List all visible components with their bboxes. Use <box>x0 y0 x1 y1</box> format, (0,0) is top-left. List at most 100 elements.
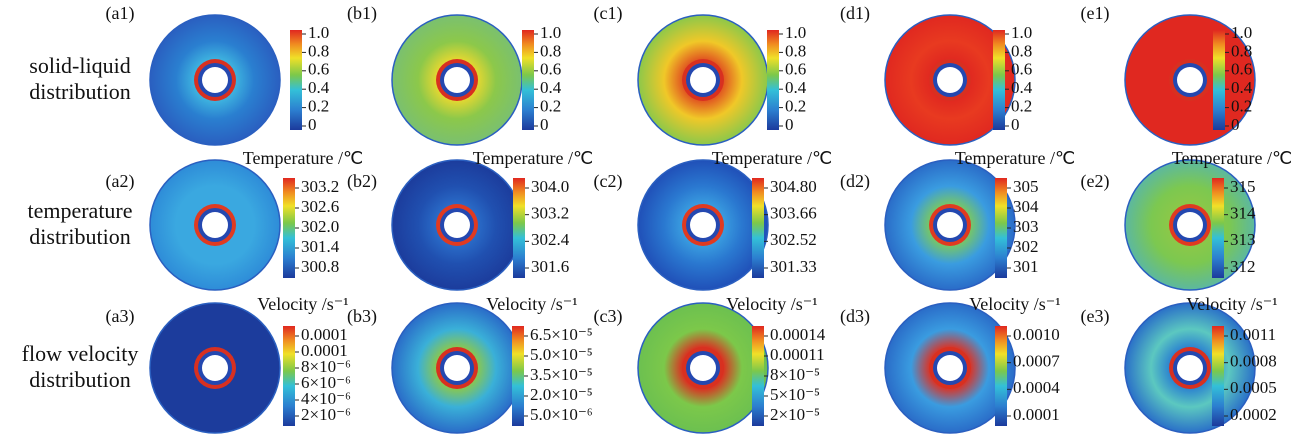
panel-label: (c1) <box>594 3 623 24</box>
panel-label: (d3) <box>840 306 870 327</box>
colorbar-tick-label: 301 <box>1013 257 1039 276</box>
colorbar-tick-label: 0.0007 <box>1013 352 1060 371</box>
colorbar-tick-label: 303 <box>1013 217 1039 236</box>
panel-label: (d2) <box>840 171 870 192</box>
colorbar-tick-label: 312 <box>1230 257 1256 276</box>
colorbar <box>512 326 524 426</box>
colorbar-tick-label: 302.52 <box>770 230 817 249</box>
colorbar-tick-label: 301.33 <box>770 257 817 276</box>
colorbar-title: Velocity /s⁻¹ <box>1186 294 1277 314</box>
panel-label: (b3) <box>347 306 377 327</box>
colorbar <box>995 326 1007 426</box>
colorbar-tick-label: 0.2 <box>540 97 561 116</box>
panel-label: (a3) <box>106 306 135 327</box>
colorbar-tick-label: 2×10⁻⁶ <box>301 405 351 424</box>
colorbar-tick-label: 0.8 <box>540 41 561 60</box>
inner-hole <box>1177 67 1203 93</box>
row-label: solid-liquid <box>29 53 130 78</box>
colorbar-tick-label: 1.0 <box>1011 23 1032 42</box>
colorbar-tick-label: 0 <box>308 115 317 134</box>
colorbar <box>290 30 302 130</box>
colorbar-tick-label: 1.0 <box>308 23 329 42</box>
colorbar-tick-label: 314 <box>1230 204 1256 223</box>
panel-label: (c3) <box>594 306 623 327</box>
colorbar <box>522 30 534 130</box>
panel-label: (e2) <box>1081 171 1110 192</box>
colorbar-tick-label: 0.00014 <box>770 325 826 344</box>
colorbar-tick-label: 5.0×10⁻⁶ <box>530 405 593 424</box>
row-label: distribution <box>29 79 130 104</box>
colorbar-title: Velocity /s⁻¹ <box>969 294 1060 314</box>
colorbar-tick-label: 315 <box>1230 177 1256 196</box>
colorbar-tick-label: 301.4 <box>301 237 340 256</box>
inner-hole <box>937 212 963 238</box>
colorbar-title: Velocity /s⁻¹ <box>726 294 817 314</box>
colorbar <box>513 178 525 278</box>
colorbar-tick-label: 302.6 <box>301 197 339 216</box>
colorbar <box>283 178 295 278</box>
colorbar <box>767 30 779 130</box>
colorbar-tick-label: 304.80 <box>770 177 817 196</box>
inner-hole <box>1177 355 1203 381</box>
colorbar-tick-label: 0.2 <box>785 97 806 116</box>
colorbar-tick-label: 1.0 <box>1231 23 1252 42</box>
colorbar-tick-label: 0.0005 <box>1230 378 1277 397</box>
colorbar <box>1212 178 1224 278</box>
colorbar-tick-label: 305 <box>1013 177 1039 196</box>
panel-label: (a1) <box>106 3 135 24</box>
colorbar-tick-label: 304 <box>1013 197 1039 216</box>
row-label: distribution <box>29 224 130 249</box>
colorbar-tick-label: 0.6 <box>1231 60 1252 79</box>
colorbar-title: Temperature /℃ <box>1172 148 1292 168</box>
colorbar-title: Temperature /℃ <box>955 148 1075 168</box>
colorbar-tick-label: 0.0004 <box>1013 378 1060 397</box>
colorbar-tick-label: 5.0×10⁻⁵ <box>530 345 593 364</box>
colorbar-tick-label: 302 <box>1013 237 1039 256</box>
colorbar-tick-label: 0.6 <box>308 60 329 79</box>
colorbar-tick-label: 0.4 <box>540 78 562 97</box>
colorbar-tick-label: 0.6 <box>1011 60 1032 79</box>
colorbar-tick-label: 0.0001 <box>1013 405 1060 424</box>
colorbar-tick-label: 0.4 <box>1011 78 1033 97</box>
inner-hole <box>937 355 963 381</box>
panel-label: (e3) <box>1081 306 1110 327</box>
colorbar-tick-label: 302.4 <box>531 230 570 249</box>
colorbar-title: Temperature /℃ <box>243 148 363 168</box>
colorbar-tick-label: 0.8 <box>308 41 329 60</box>
colorbar <box>1213 30 1225 130</box>
colorbar-tick-label: 0.00011 <box>770 345 825 364</box>
panel-label: (e1) <box>1081 3 1110 24</box>
inner-hole <box>444 355 470 381</box>
colorbar-tick-label: 0.8 <box>1011 41 1032 60</box>
colorbar-tick-label: 0 <box>540 115 549 134</box>
row-label: distribution <box>29 367 130 392</box>
colorbar <box>993 30 1005 130</box>
inner-hole <box>690 212 716 238</box>
colorbar <box>752 178 764 278</box>
row-label: flow velocity <box>22 341 139 366</box>
colorbar-tick-label: 3.5×10⁻⁵ <box>530 365 593 384</box>
figure: solid-liquiddistributiontemperaturedistr… <box>0 0 1297 447</box>
colorbar <box>995 178 1007 278</box>
colorbar-tick-label: 0.0002 <box>1230 405 1277 424</box>
inner-hole <box>690 67 716 93</box>
inner-hole <box>444 67 470 93</box>
panel-label: (c2) <box>594 171 623 192</box>
colorbar-tick-label: 0.4 <box>785 78 807 97</box>
colorbar-tick-label: 300.8 <box>301 257 339 276</box>
colorbar-tick-label: 0.8 <box>1231 41 1252 60</box>
colorbar-tick-label: 304.0 <box>531 177 569 196</box>
colorbar-tick-label: 0.2 <box>1011 97 1032 116</box>
colorbar-tick-label: 0 <box>1011 115 1020 134</box>
colorbar-tick-label: 1.0 <box>785 23 806 42</box>
colorbar-tick-label: 2.0×10⁻⁵ <box>530 385 593 404</box>
colorbar-tick-label: 303.66 <box>770 204 817 223</box>
colorbar <box>752 326 764 426</box>
panel-label: (b2) <box>347 171 377 192</box>
colorbar-tick-label: 0.0011 <box>1230 325 1276 344</box>
inner-hole <box>202 67 228 93</box>
colorbar-tick-label: 0.2 <box>308 97 329 116</box>
inner-hole <box>937 67 963 93</box>
colorbar-tick-label: 303.2 <box>301 177 339 196</box>
panel-label: (a2) <box>106 171 135 192</box>
